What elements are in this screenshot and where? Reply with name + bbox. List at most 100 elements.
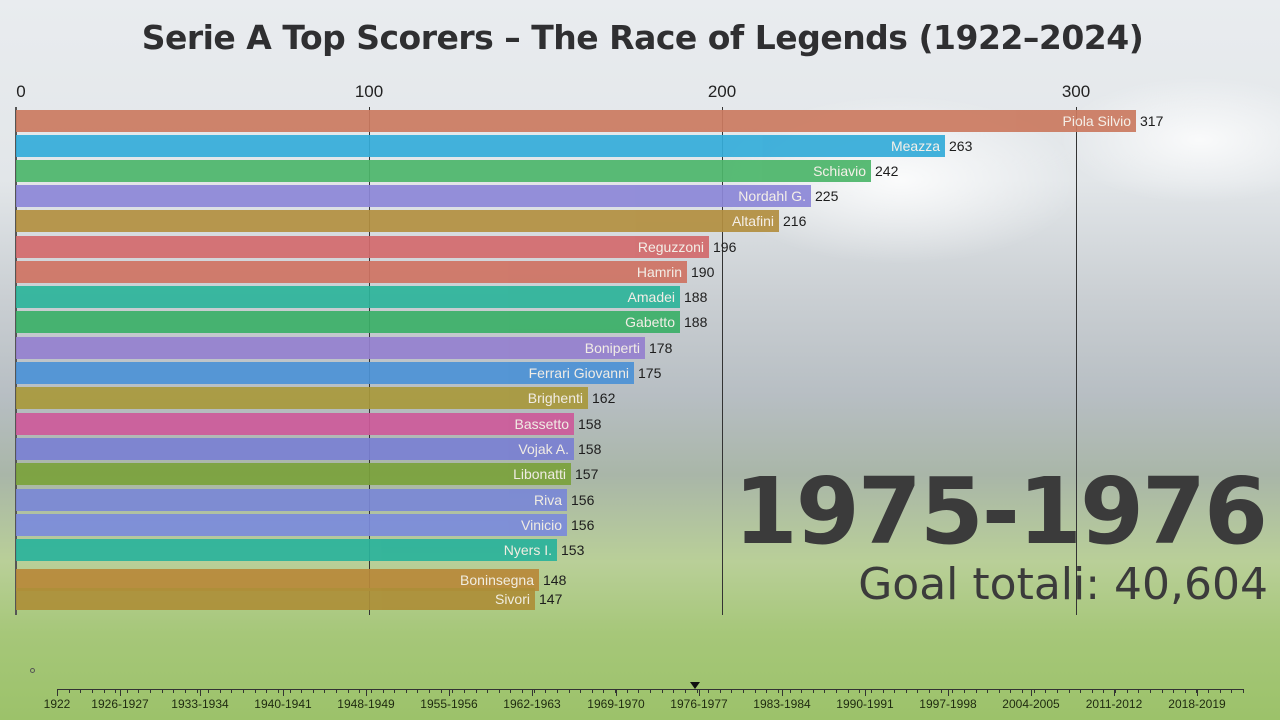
bar-vinicio: Vinicio — [16, 514, 567, 536]
timeline-minor-tick — [348, 689, 349, 693]
y-axis-line — [15, 107, 17, 615]
timeline-minor-tick — [1010, 689, 1011, 693]
timeline-minor-tick — [778, 689, 779, 693]
timeline-minor-tick — [429, 689, 430, 693]
timeline-minor-tick — [150, 689, 151, 693]
timeline-minor-tick — [755, 689, 756, 693]
timeline-minor-tick — [1092, 689, 1093, 693]
timeline-major-tick — [948, 689, 949, 696]
timeline-minor-tick — [522, 689, 523, 693]
timeline-minor-tick — [673, 689, 674, 693]
timeline-minor-tick — [406, 689, 407, 693]
timeline-minor-tick — [871, 689, 872, 693]
timeline-label[interactable]: 1922 — [43, 697, 71, 711]
timeline-minor-tick — [1022, 689, 1023, 693]
bar-value-label: 156 — [571, 517, 595, 533]
timeline-minor-tick — [743, 689, 744, 693]
bar-brighenti: Brighenti — [16, 387, 588, 409]
bar-value-label: 158 — [578, 416, 602, 432]
timeline-minor-tick — [290, 689, 291, 693]
chart-title: Serie A Top Scorers – The Race of Legend… — [141, 18, 1144, 57]
timeline-minor-tick — [766, 689, 767, 693]
timeline-label[interactable]: 2011-2012 — [1085, 697, 1143, 711]
timeline-minor-tick — [1220, 689, 1221, 693]
timeline-minor-tick — [813, 689, 814, 693]
bar-vojak-a: Vojak A. — [16, 438, 574, 460]
timeline-label[interactable]: 1990-1991 — [836, 697, 894, 711]
timeline-minor-tick — [708, 689, 709, 693]
bar-value-label: 196 — [713, 239, 737, 255]
timeline-minor-tick — [359, 689, 360, 693]
timeline-minor-tick — [569, 689, 570, 693]
timeline-minor-tick — [790, 689, 791, 693]
timeline-minor-tick — [138, 689, 139, 693]
timeline-major-tick — [200, 689, 201, 696]
timeline-label[interactable]: 1955-1956 — [420, 697, 478, 711]
timeline-minor-tick — [1115, 689, 1116, 693]
timeline-major-tick — [449, 689, 450, 696]
timeline-minor-tick — [231, 689, 232, 693]
bar-boninsegna: Boninsegna — [16, 569, 539, 591]
timeline-label[interactable]: 1933-1934 — [171, 697, 229, 711]
timeline-minor-tick — [162, 689, 163, 693]
timeline-minor-tick — [278, 689, 279, 693]
bar-bassetto: Bassetto — [16, 413, 574, 435]
timeline-minor-tick — [929, 689, 930, 693]
timeline-minor-tick — [650, 689, 651, 693]
timeline-minor-tick — [836, 689, 837, 693]
timeline-minor-tick — [1069, 689, 1070, 693]
timeline-minor-tick — [266, 689, 267, 693]
timeline-major-tick — [283, 689, 284, 696]
timeline-minor-tick — [1231, 689, 1232, 693]
bar-value-label: 242 — [875, 163, 899, 179]
gridline — [369, 107, 370, 615]
timeline-label[interactable]: 1962-1963 — [503, 697, 561, 711]
bar-ferrari-giovanni: Ferrari Giovanni — [16, 362, 634, 384]
timeline-label[interactable]: 1948-1949 — [337, 697, 395, 711]
timeline-minor-tick — [603, 689, 604, 693]
timeline-minor-tick — [92, 689, 93, 693]
timeline-minor-tick — [220, 689, 221, 693]
timeline-major-tick — [782, 689, 783, 696]
timeline-minor-tick — [1138, 689, 1139, 693]
timeline-minor-tick — [499, 689, 500, 693]
gridline — [1076, 107, 1077, 615]
bar-piola-silvio: Piola Silvio — [16, 110, 1136, 132]
timeline-minor-tick — [487, 689, 488, 693]
bar-riva: Riva — [16, 489, 567, 511]
timeline-minor-tick — [417, 689, 418, 693]
bar-value-label: 188 — [684, 314, 708, 330]
timeline-minor-tick — [383, 689, 384, 693]
timeline-minor-tick — [324, 689, 325, 693]
timeline-label[interactable]: 1926-1927 — [91, 697, 149, 711]
timeline-label[interactable]: 2004-2005 — [1002, 697, 1060, 711]
timeline-minor-tick — [1173, 689, 1174, 693]
timeline-minor-tick — [824, 689, 825, 693]
timeline-label[interactable]: 2018-2019 — [1168, 697, 1226, 711]
x-axis-tick-label: 300 — [1061, 82, 1091, 101]
timeline-major-tick — [366, 689, 367, 696]
timeline-major-tick — [532, 689, 533, 696]
timeline-minor-tick — [197, 689, 198, 693]
timeline-label[interactable]: 1983-1984 — [753, 697, 811, 711]
timeline-position-marker-icon[interactable] — [690, 682, 700, 689]
timeline-minor-tick — [941, 689, 942, 693]
timeline-minor-tick — [848, 689, 849, 693]
timeline-label[interactable]: 1940-1941 — [254, 697, 312, 711]
total-goals: Goal totali: 40,604 — [858, 559, 1268, 610]
timeline-minor-tick — [1243, 689, 1244, 693]
timeline-label[interactable]: 1976-1977 — [670, 697, 728, 711]
timeline-minor-tick — [1162, 689, 1163, 693]
timeline-minor-tick — [115, 689, 116, 693]
bar-value-label: 158 — [578, 441, 602, 457]
timeline-label[interactable]: 1997-1998 — [919, 697, 977, 711]
timeline-minor-tick — [1045, 689, 1046, 693]
bar-value-label: 148 — [543, 572, 567, 588]
bar-value-label: 263 — [949, 138, 973, 154]
bar-value-label: 178 — [649, 340, 673, 356]
timeline-minor-tick — [464, 689, 465, 693]
timeline-label[interactable]: 1969-1970 — [587, 697, 645, 711]
timeline-minor-tick — [662, 689, 663, 693]
gridline — [722, 107, 723, 615]
timeline-minor-tick — [917, 689, 918, 693]
